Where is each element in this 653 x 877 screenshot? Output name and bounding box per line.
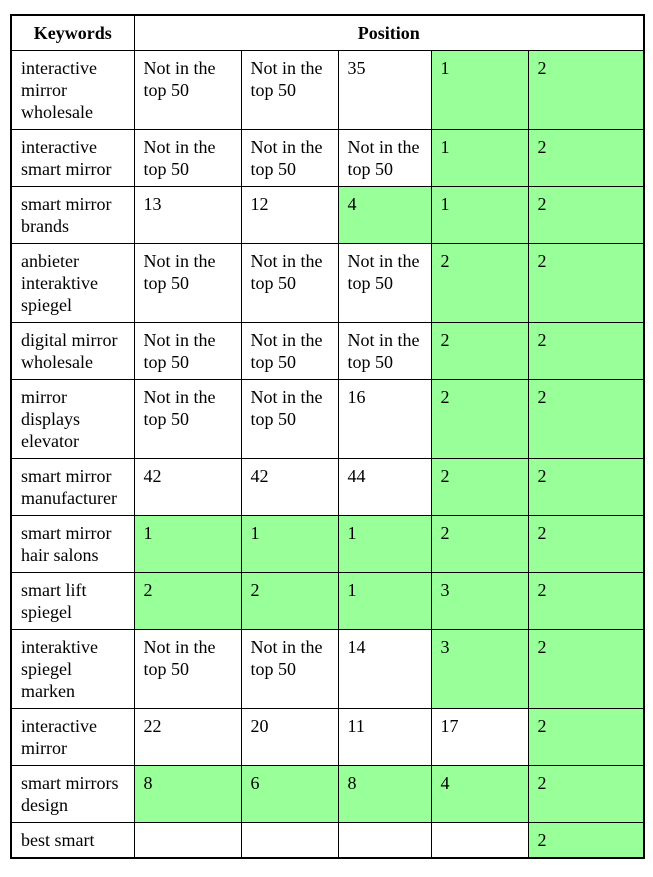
keywords-header: Keywords xyxy=(10,14,135,51)
position-cell xyxy=(430,822,529,859)
position-cell: 11 xyxy=(337,708,432,766)
position-cell: 6 xyxy=(240,765,339,823)
position-cell: 2 xyxy=(430,515,529,573)
position-cell: 2 xyxy=(527,458,645,516)
position-cell: 2 xyxy=(527,822,645,859)
keyword-cell: interactive smart mirror xyxy=(10,129,135,187)
position-cell: 2 xyxy=(527,322,645,380)
position-cell: 1 xyxy=(430,129,529,187)
position-cell: 1 xyxy=(337,572,432,630)
position-cell: 4 xyxy=(337,186,432,244)
position-cell: 2 xyxy=(430,379,529,459)
position-cell: 42 xyxy=(133,458,242,516)
table-row: interactive smart mirror Not in the top 5… xyxy=(10,129,645,187)
keyword-cell: smart mirror manufacturer xyxy=(10,458,135,516)
table-row: smart mirror brands 13 12 4 1 2 xyxy=(10,186,645,244)
position-cell: 2 xyxy=(527,186,645,244)
position-cell: 8 xyxy=(337,765,432,823)
position-cell: 2 xyxy=(527,243,645,323)
position-cell: 44 xyxy=(337,458,432,516)
position-cell: 2 xyxy=(430,243,529,323)
table-row: smart lift spiegel 2 2 1 3 2 xyxy=(10,572,645,630)
position-cell: 2 xyxy=(527,50,645,130)
table-row: smart mirror manufacturer 42 42 44 2 2 xyxy=(10,458,645,516)
position-cell: Not in the top 50 xyxy=(240,243,339,323)
keyword-cell: interactive mirror wholesale xyxy=(10,50,135,130)
table-row: digital mirror wholesale Not in the top 5… xyxy=(10,322,645,380)
position-cell: 2 xyxy=(527,379,645,459)
position-cell xyxy=(337,822,432,859)
position-cell: Not in the top 50 xyxy=(133,243,242,323)
position-cell: Not in the top 50 xyxy=(337,322,432,380)
position-cell: 22 xyxy=(133,708,242,766)
position-cell: Not in the top 50 xyxy=(240,379,339,459)
position-cell: 12 xyxy=(240,186,339,244)
keyword-cell: smart mirror hair salons xyxy=(10,515,135,573)
position-cell: Not in the top 50 xyxy=(133,379,242,459)
position-cell: Not in the top 50 xyxy=(240,322,339,380)
position-cell: 2 xyxy=(527,515,645,573)
position-cell: Not in the top 50 xyxy=(337,243,432,323)
keyword-cell: anbieter interaktive spiegel xyxy=(10,243,135,323)
position-cell xyxy=(240,822,339,859)
position-cell: Not in the top 50 xyxy=(240,50,339,130)
position-cell: 2 xyxy=(430,322,529,380)
position-cell: 35 xyxy=(337,50,432,130)
table-row: mirror displays elevator Not in the top 5… xyxy=(10,379,645,459)
position-cell: 1 xyxy=(133,515,242,573)
position-cell: Not in the top 50 xyxy=(133,129,242,187)
position-cell: Not in the top 50 xyxy=(133,629,242,709)
position-cell: 2 xyxy=(527,129,645,187)
position-cell: 2 xyxy=(527,572,645,630)
header-row: Keywords Position xyxy=(10,14,645,51)
position-cell xyxy=(133,822,242,859)
position-cell: 2 xyxy=(240,572,339,630)
position-cell: 2 xyxy=(430,458,529,516)
table-row: interactive mirror wholesale Not in the t… xyxy=(10,50,645,130)
position-cell: 42 xyxy=(240,458,339,516)
keyword-cell: interactive mirror xyxy=(10,708,135,766)
position-cell: Not in the top 50 xyxy=(240,629,339,709)
position-cell: 8 xyxy=(133,765,242,823)
position-cell: 14 xyxy=(337,629,432,709)
position-cell: Not in the top 50 xyxy=(133,50,242,130)
table-row: smart mirrors design 8 6 8 4 2 xyxy=(10,765,645,823)
position-cell: 1 xyxy=(337,515,432,573)
position-cell: 17 xyxy=(430,708,529,766)
position-cell: Not in the top 50 xyxy=(133,322,242,380)
position-cell: 2 xyxy=(133,572,242,630)
position-cell: 2 xyxy=(527,629,645,709)
position-cell: 20 xyxy=(240,708,339,766)
table-row: interactive mirror 22 20 11 17 2 xyxy=(10,708,645,766)
table-row: best smart 2 xyxy=(10,822,645,859)
keyword-cell: interaktive spiegel marken xyxy=(10,629,135,709)
keyword-cell: smart lift spiegel xyxy=(10,572,135,630)
table-row: smart mirror hair salons 1 1 1 2 2 xyxy=(10,515,645,573)
table-row: anbieter interaktive spiegel Not in the t… xyxy=(10,243,645,323)
keyword-cell: digital mirror wholesale xyxy=(10,322,135,380)
keyword-position-table: Keywords Position interactive mirror who… xyxy=(10,14,646,859)
table-row: interaktive spiegel marken Not in the top… xyxy=(10,629,645,709)
position-cell: 2 xyxy=(527,708,645,766)
keyword-cell: smart mirror brands xyxy=(10,186,135,244)
position-cell: 4 xyxy=(430,765,529,823)
position-cell: 3 xyxy=(430,629,529,709)
position-cell: 1 xyxy=(430,50,529,130)
keyword-cell: best smart xyxy=(10,822,135,859)
position-cell: 3 xyxy=(430,572,529,630)
position-cell: 13 xyxy=(133,186,242,244)
keyword-cell: smart mirrors design xyxy=(10,765,135,823)
position-cell: 1 xyxy=(240,515,339,573)
position-cell: 1 xyxy=(430,186,529,244)
position-cell: Not in the top 50 xyxy=(240,129,339,187)
table-body: interactive mirror wholesale Not in the t… xyxy=(10,50,645,859)
position-header: Position xyxy=(133,14,645,51)
keyword-cell: mirror displays elevator xyxy=(10,379,135,459)
position-cell: 2 xyxy=(527,765,645,823)
position-cell: Not in the top 50 xyxy=(337,129,432,187)
position-cell: 16 xyxy=(337,379,432,459)
